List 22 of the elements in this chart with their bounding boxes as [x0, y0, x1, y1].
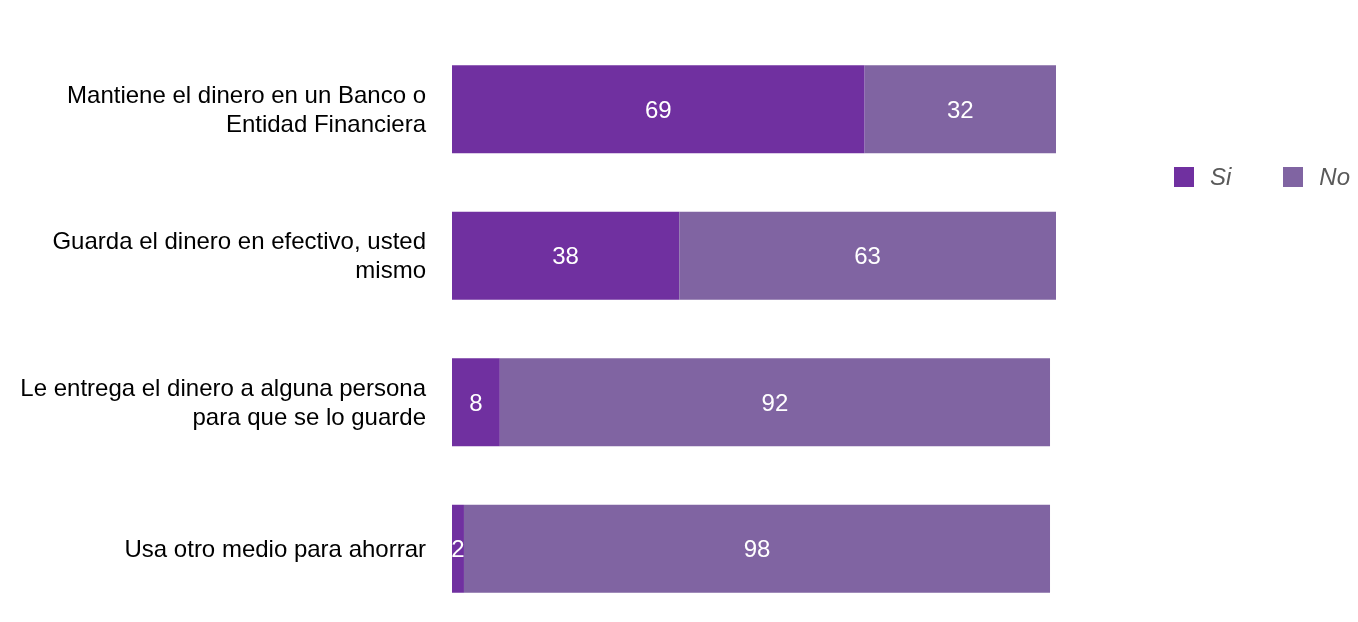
bar [679, 211, 1056, 300]
legend-label: No [1319, 163, 1350, 191]
bar [864, 65, 1056, 154]
bar [499, 358, 1051, 447]
data-label: 38 [552, 242, 579, 270]
data-label: 69 [644, 95, 672, 123]
bar [452, 65, 865, 154]
y-tick-label: Le entrega el dinero a alguna persona para que se lo guarde [20, 373, 427, 430]
data-label: 2 [451, 535, 465, 563]
data-label: 32 [946, 95, 974, 123]
bar [452, 358, 500, 447]
bar [463, 504, 1051, 593]
legend-label: Si [1209, 163, 1232, 191]
bar [452, 504, 464, 593]
y-tick-label: Mantiene el dinero en un Banco o Entidad Financiera [67, 80, 427, 137]
y-tick-label: Usa otro medio para ahorrar [124, 534, 426, 562]
data-label: 98 [743, 535, 771, 563]
data-label: 92 [761, 388, 789, 416]
bar [452, 211, 680, 300]
y-tick-label: Guarda el dinero en efectivo, usted mismo [52, 227, 426, 284]
data-label: 8 [469, 388, 483, 416]
data-label: 63 [854, 242, 881, 270]
